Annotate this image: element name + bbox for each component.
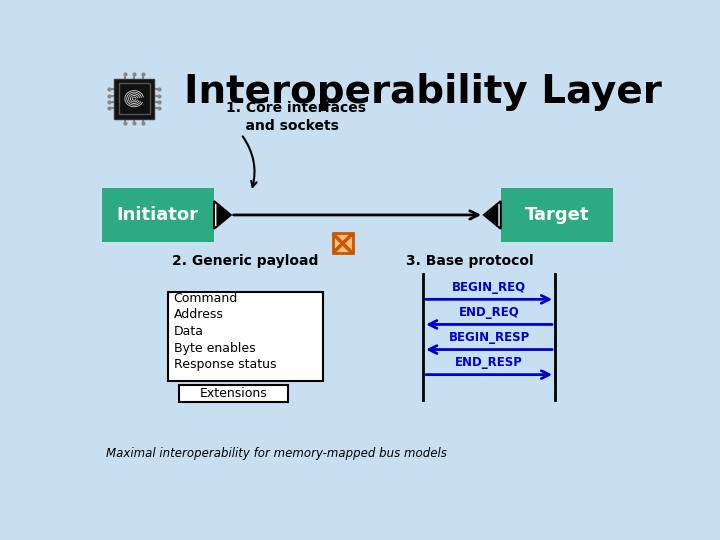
Bar	[500, 188, 613, 242]
Text: 3. Base protocol: 3. Base protocol	[406, 254, 534, 268]
Text: 1. Core interfaces
    and sockets: 1. Core interfaces and sockets	[225, 101, 366, 133]
Text: Data: Data	[174, 325, 204, 338]
Polygon shape	[217, 205, 228, 225]
Text: BEGIN_RESP: BEGIN_RESP	[449, 331, 530, 344]
Polygon shape	[484, 201, 500, 229]
Text: END_RESP: END_RESP	[455, 356, 523, 369]
Text: Maximal interoperability for memory-mapped bus models: Maximal interoperability for memory-mapp…	[106, 447, 446, 460]
Polygon shape	[486, 205, 498, 225]
Bar	[168, 292, 323, 381]
Text: Byte enables: Byte enables	[174, 342, 256, 355]
Text: BEGIN_REQ: BEGIN_REQ	[452, 281, 526, 294]
Bar	[333, 233, 353, 253]
Text: Command: Command	[174, 292, 238, 305]
Text: Initiator: Initiator	[117, 206, 199, 224]
Text: Address: Address	[174, 308, 224, 321]
Text: Extensions: Extensions	[199, 387, 267, 400]
Text: Response status: Response status	[174, 359, 276, 372]
Bar	[114, 79, 154, 119]
Text: Interoperability Layer: Interoperability Layer	[184, 73, 662, 111]
Text: END_REQ: END_REQ	[459, 306, 520, 319]
Text: 2. Generic payload: 2. Generic payload	[172, 254, 318, 268]
Text: Target: Target	[525, 206, 589, 224]
Bar	[179, 385, 287, 402]
Bar	[102, 188, 214, 242]
Bar	[119, 83, 150, 114]
Polygon shape	[214, 201, 230, 229]
